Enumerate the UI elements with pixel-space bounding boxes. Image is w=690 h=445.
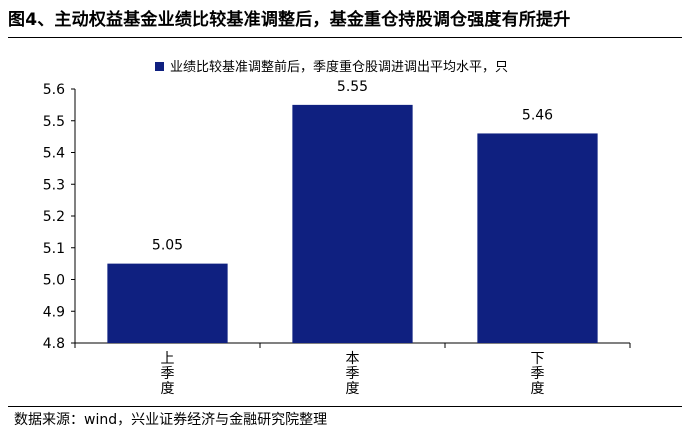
data-labels: 5.05 5.55 5.46: [152, 79, 553, 254]
y-tick-label: 4.9: [43, 304, 65, 320]
y-tick-label: 5.2: [43, 209, 65, 225]
bar: [107, 263, 228, 343]
source-note: 数据来源：wind，兴业证券经济与金融研究院整理: [14, 412, 328, 428]
y-tick-label: 5.1: [43, 241, 65, 257]
x-tick-label: 下季度: [531, 351, 545, 397]
data-label: 5.55: [337, 79, 368, 95]
y-tick-label: 5.5: [43, 114, 65, 130]
data-label: 5.46: [522, 107, 553, 123]
source-rule: [8, 406, 682, 407]
data-label: 5.05: [152, 238, 183, 254]
title-rule: [8, 37, 682, 38]
legend: 业绩比较基准调整前后，季度重仓股调进调出平均水平，只: [155, 59, 508, 75]
x-axis: 上季度 本季度 下季度: [74, 342, 631, 397]
bar: [292, 104, 413, 343]
y-tick-label: 5.6: [43, 82, 65, 98]
bars: [107, 104, 598, 343]
y-axis: 4.8 4.9 5.0 5.1 5.2 5.3 5.4 5.5 5.6: [43, 82, 76, 352]
legend-swatch: [155, 62, 164, 71]
y-tick-label: 5.4: [43, 146, 65, 162]
figure-title: 图4、主动权益基金业绩比较基准调整后，基金重仓持股调仓强度有所提升: [8, 10, 571, 30]
y-tick-label: 5.3: [43, 177, 65, 193]
x-tick-label: 上季度: [161, 351, 175, 397]
legend-label: 业绩比较基准调整前后，季度重仓股调进调出平均水平，只: [170, 59, 508, 75]
y-tick-label: 4.8: [43, 336, 65, 352]
x-tick-label: 本季度: [346, 351, 360, 397]
y-tick-label: 5.0: [43, 273, 65, 289]
bar: [477, 133, 598, 343]
